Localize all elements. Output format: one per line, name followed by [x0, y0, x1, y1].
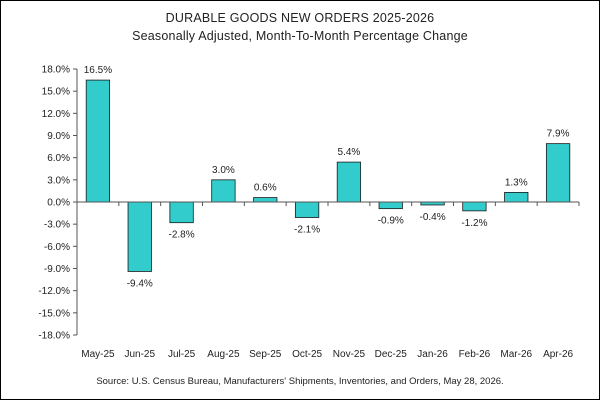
y-tick-label: 18.0%: [42, 65, 70, 76]
x-tick-label: Aug-25: [207, 349, 240, 360]
data-label: 5.4%: [338, 147, 361, 158]
bar: [504, 191, 529, 203]
data-label: -2.1%: [294, 225, 320, 236]
data-label: -0.4%: [420, 212, 446, 223]
data-label: 7.9%: [547, 129, 570, 140]
x-tick-label: Sep-25: [249, 349, 282, 360]
bar: [169, 201, 194, 224]
chart-subtitle: Seasonally Adjusted, Month-To-Month Perc…: [132, 29, 468, 43]
x-tick-label: Mar-26: [500, 349, 532, 360]
bar: [336, 161, 362, 203]
bar: [211, 179, 236, 203]
y-tick-label: -18.0%: [38, 331, 70, 342]
bar: [294, 201, 320, 218]
bar: [378, 201, 403, 210]
x-tick-label: Apr-26: [543, 349, 573, 360]
data-label: 1.3%: [505, 177, 528, 188]
x-tick-label: Nov-25: [333, 349, 366, 360]
data-label: -9.4%: [127, 278, 153, 289]
x-tick-label: Dec-25: [375, 349, 408, 360]
bar: [127, 201, 152, 272]
y-tick-label: -6.0%: [44, 242, 70, 253]
source-note: Source: U.S. Census Bureau, Manufacturer…: [96, 376, 504, 387]
data-label: 0.6%: [254, 183, 277, 194]
y-tick-label: -15.0%: [38, 308, 70, 319]
chart-title: DURABLE GOODS NEW ORDERS 2025-2026: [165, 11, 435, 25]
x-tick-label: Oct-25: [292, 349, 322, 360]
x-tick-label: Jul-25: [168, 349, 196, 360]
y-tick-label: 12.0%: [42, 109, 70, 120]
data-label: 16.5%: [84, 65, 112, 76]
y-tick-label: 6.0%: [47, 153, 70, 164]
data-label: -1.2%: [461, 218, 487, 229]
x-tick-label: Feb-26: [459, 349, 491, 360]
y-tick-label: 0.0%: [47, 198, 70, 209]
x-tick-label: Jan-26: [417, 349, 448, 360]
y-tick-label: 15.0%: [42, 87, 70, 98]
data-label: -0.9%: [378, 216, 404, 227]
bar: [253, 197, 278, 203]
data-label: -2.8%: [169, 230, 195, 241]
y-tick-label: -9.0%: [44, 264, 70, 275]
data-label: 3.0%: [212, 165, 235, 176]
x-tick-label: May-25: [81, 349, 115, 360]
bar: [85, 79, 111, 203]
bar: [462, 201, 487, 212]
x-tick-label: Jun-25: [124, 349, 155, 360]
y-tick-label: -3.0%: [44, 220, 70, 231]
y-tick-label: 3.0%: [47, 175, 70, 186]
y-tick-label: 9.0%: [47, 131, 70, 142]
bar: [545, 143, 571, 203]
y-tick-label: -12.0%: [38, 286, 70, 297]
